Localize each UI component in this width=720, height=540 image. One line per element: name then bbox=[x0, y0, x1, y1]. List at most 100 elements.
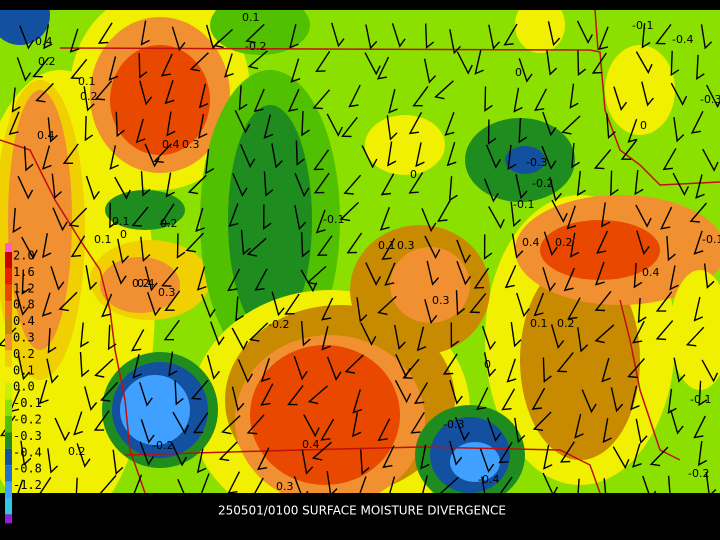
contour-label: -0.1 bbox=[702, 233, 720, 246]
wind-barb bbox=[360, 449, 370, 475]
wind-barb bbox=[313, 172, 330, 194]
contour-labels: 0.40.20.10.20.40.4 0.30.20.100.10.20.40.3… bbox=[35, 11, 720, 493]
wind-barb bbox=[513, 87, 523, 113]
wind-barb bbox=[705, 471, 717, 493]
wind-barb bbox=[23, 146, 34, 172]
wind-barb bbox=[35, 82, 54, 103]
wind-barb bbox=[379, 206, 391, 231]
wind-barb bbox=[312, 89, 331, 110]
wind-barb bbox=[232, 173, 248, 198]
wind-barb bbox=[384, 262, 396, 286]
wind-barb bbox=[637, 297, 647, 324]
wind-barb bbox=[47, 117, 58, 143]
wind-barb bbox=[424, 299, 438, 325]
wind-barb bbox=[139, 441, 154, 466]
wind-barb bbox=[488, 206, 505, 230]
wind-barb bbox=[109, 202, 118, 229]
legend-swatch bbox=[5, 481, 12, 498]
contour-label: 0.3 bbox=[432, 294, 450, 307]
legend-label: -0.8 bbox=[13, 462, 42, 476]
wind-barb bbox=[541, 145, 557, 170]
wind-barb bbox=[612, 446, 630, 470]
contour-label: 0.3 bbox=[182, 138, 200, 151]
wind-barb bbox=[556, 352, 574, 373]
wind-barb bbox=[344, 354, 364, 374]
wind-barb bbox=[364, 52, 381, 76]
wind-barb bbox=[690, 110, 704, 134]
contour-label: -0.1 bbox=[632, 19, 653, 32]
legend-label: -0.1 bbox=[13, 396, 42, 410]
wind-barb bbox=[218, 441, 238, 462]
wind-barb bbox=[107, 324, 117, 351]
wind-barb bbox=[481, 476, 486, 493]
wind-barb bbox=[171, 26, 186, 52]
wind-barb bbox=[634, 169, 644, 196]
wind-barb bbox=[394, 379, 412, 404]
contour-label: 0.4 bbox=[642, 266, 660, 279]
wind-barb bbox=[160, 53, 173, 77]
wind-barb bbox=[449, 29, 462, 55]
wind-barb bbox=[79, 351, 90, 378]
wind-barb bbox=[455, 290, 466, 316]
legend-swatch bbox=[5, 284, 12, 302]
wind-barb bbox=[542, 357, 552, 383]
wind-barb bbox=[140, 20, 150, 46]
wind-barb bbox=[487, 119, 497, 145]
wind-barb bbox=[300, 269, 318, 293]
wind-barb bbox=[99, 381, 119, 402]
contour-label: 0 bbox=[120, 228, 127, 241]
wind-barb bbox=[12, 207, 22, 234]
contour-label: 0.1 bbox=[378, 239, 396, 252]
wind-barb bbox=[550, 324, 565, 350]
wind-barb bbox=[76, 443, 91, 468]
wind-barb bbox=[351, 412, 362, 438]
wind-barb bbox=[263, 114, 274, 139]
wind-barb bbox=[620, 139, 638, 160]
wind-barb bbox=[442, 353, 458, 375]
wind-barb bbox=[546, 50, 558, 76]
wind-barb bbox=[231, 327, 249, 351]
wind-barb bbox=[506, 358, 517, 383]
wind-barb bbox=[47, 448, 58, 474]
legend-swatch bbox=[5, 268, 12, 285]
legend: 2.0 1.6 1.2 0.8 0.4 0.3 0.2 0.1 0.0 -0.1 -0.2 -0.3 -… bbox=[5, 243, 42, 524]
wind-barb bbox=[17, 175, 34, 200]
wind-barb bbox=[69, 28, 80, 53]
contour-region bbox=[390, 247, 470, 323]
wind-barb bbox=[234, 110, 251, 134]
contour-label: -0.2 bbox=[268, 318, 289, 331]
wind-barb bbox=[130, 329, 145, 352]
wind-barb bbox=[636, 230, 650, 256]
wind-barb bbox=[669, 265, 679, 291]
wind-barb bbox=[15, 291, 29, 316]
wind-barb bbox=[533, 292, 545, 317]
wind-barb bbox=[271, 143, 283, 169]
wind-barb bbox=[531, 387, 546, 410]
wind-barb bbox=[503, 23, 518, 46]
contour-region bbox=[605, 45, 675, 135]
contour-label: 0.3 bbox=[397, 239, 415, 252]
wind-barb bbox=[534, 88, 548, 111]
contour-label: -0.3 bbox=[526, 156, 547, 169]
wind-barb bbox=[439, 476, 459, 493]
wind-barb bbox=[210, 321, 225, 346]
wind-barb bbox=[693, 230, 704, 255]
wind-barb bbox=[514, 417, 526, 444]
legend-label: 0.0 bbox=[13, 380, 35, 394]
wind-barb bbox=[293, 476, 309, 493]
wind-barb bbox=[70, 58, 88, 80]
legend-cap bbox=[5, 243, 12, 252]
wind-barb bbox=[41, 292, 52, 317]
wind-barb bbox=[300, 320, 311, 347]
contour-label: 0.3 bbox=[276, 480, 294, 493]
wind-barb bbox=[11, 87, 21, 113]
wind-barb bbox=[630, 385, 640, 411]
wind-barb bbox=[641, 23, 651, 49]
wind-barb bbox=[483, 352, 497, 378]
wind-barb bbox=[144, 266, 158, 292]
wind-barb bbox=[196, 266, 207, 291]
wind-barb bbox=[171, 442, 188, 467]
wind-barb bbox=[39, 476, 52, 493]
wind-barb bbox=[469, 292, 487, 314]
